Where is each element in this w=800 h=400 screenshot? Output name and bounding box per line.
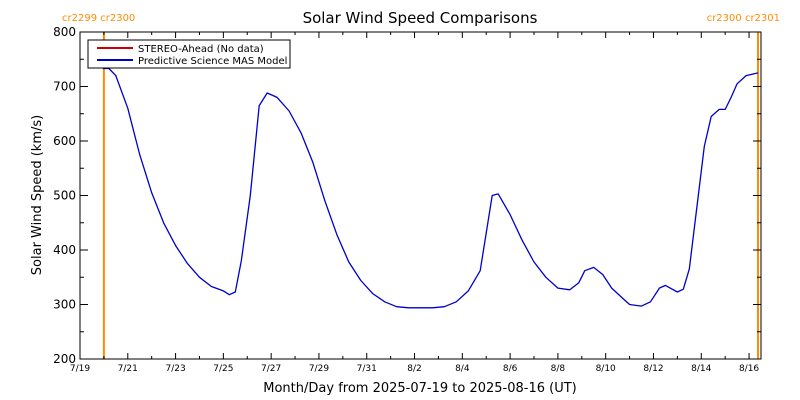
carrington-marker-label: cr2300 cr2301 bbox=[707, 13, 780, 24]
x-tick-label: 8/6 bbox=[503, 364, 518, 374]
x-axis: 7/19 7/21 7/23 7/25 7/27 7/29 7/31 8/2 8/4 8/6 8/8… bbox=[70, 32, 759, 374]
x-tick-label: 8/14 bbox=[691, 364, 711, 374]
y-tick-label: 200 bbox=[53, 352, 76, 366]
legend-box bbox=[87, 39, 291, 69]
x-tick-label: 8/4 bbox=[455, 364, 470, 374]
x-tick-label: 8/16 bbox=[739, 364, 759, 374]
carrington-marker-label: cr2299 cr2300 bbox=[62, 13, 135, 24]
y-tick-label: 800 bbox=[53, 25, 76, 39]
x-tick-label: 8/8 bbox=[551, 364, 566, 374]
y-tick-label: 600 bbox=[53, 134, 76, 148]
x-tick-label: 7/25 bbox=[213, 364, 233, 374]
x-tick-label: 8/2 bbox=[407, 364, 421, 374]
x-tick-label: 7/31 bbox=[357, 364, 377, 374]
x-tick-label: 7/21 bbox=[118, 364, 138, 374]
x-tick-label: 8/10 bbox=[596, 364, 616, 374]
x-axis-label: Month/Day from 2025-07-19 to 2025-08-16 … bbox=[263, 381, 576, 396]
y-axis-label: Solar Wind Speed (km/s) bbox=[30, 115, 45, 275]
y-tick-label: 700 bbox=[53, 80, 76, 94]
series-layer bbox=[102, 67, 759, 309]
plot-frame bbox=[79, 31, 762, 360]
legend: STEREO-Ahead (No data) Predictive Scienc… bbox=[87, 39, 291, 69]
y-axis: 200 300 400 500 600 700 800 bbox=[53, 25, 761, 366]
legend-label-mas: Predictive Science MAS Model bbox=[138, 56, 287, 67]
series-line-mas-model bbox=[102, 67, 759, 309]
x-tick-label: 7/27 bbox=[261, 364, 281, 374]
y-tick-label: 500 bbox=[53, 189, 76, 203]
y-tick-label: 300 bbox=[53, 298, 76, 312]
y-tick-label: 400 bbox=[53, 243, 76, 257]
x-tick-label: 7/19 bbox=[70, 364, 90, 374]
x-tick-label: 7/23 bbox=[165, 364, 185, 374]
chart-title: Solar Wind Speed Comparisons bbox=[303, 9, 538, 27]
x-tick-label: 8/12 bbox=[643, 364, 663, 374]
x-tick-label: 7/29 bbox=[309, 364, 329, 374]
legend-label-stereo: STEREO-Ahead (No data) bbox=[138, 44, 264, 55]
